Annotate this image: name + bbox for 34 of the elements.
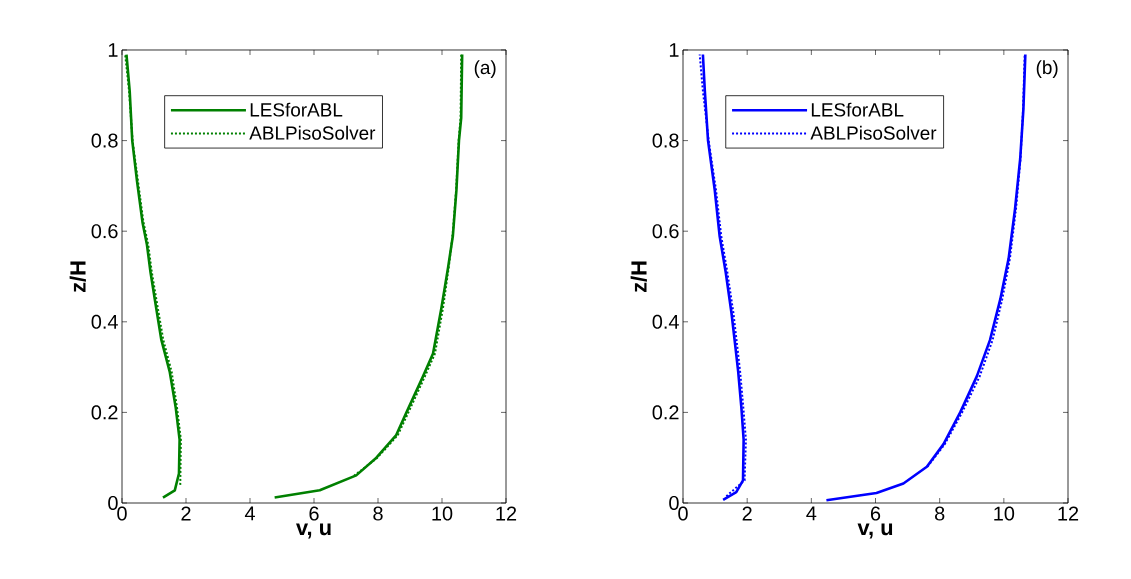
legend-label: ABLPisoSolver [810, 125, 937, 140]
legend-label: LESforABL [250, 102, 343, 117]
y-tick-label: 0.2 [91, 405, 118, 420]
x-axis-title: v, u [296, 523, 331, 539]
x-tick-label: 6 [309, 506, 319, 521]
y-axis-title: z/H [630, 261, 647, 293]
legend-label: ABLPisoSolver [249, 125, 376, 140]
y-tick-label: 1 [108, 43, 118, 57]
legend-label: LESforABL [811, 102, 904, 117]
x-tick-label: 4 [806, 506, 817, 521]
y-tick-label: 0 [108, 495, 118, 511]
annotation: (b) [1036, 60, 1058, 78]
y-tick-label: 0.2 [652, 405, 679, 420]
y-tick-label: 0.8 [91, 133, 118, 148]
x-tick-label: 2 [742, 506, 752, 521]
x-tick-label: 12 [496, 506, 517, 521]
y-axis-title: z/H [69, 261, 86, 293]
y-tick-label: 0.4 [91, 314, 118, 329]
x-axis-title: v, u [857, 523, 893, 539]
x-tick-label: 12 [1058, 506, 1079, 521]
y-tick-label: 0.6 [91, 224, 118, 239]
x-tick-label: 10 [432, 506, 453, 521]
y-tick-label: 1 [669, 43, 679, 57]
x-tick-label: 8 [935, 506, 945, 521]
y-tick-label: 0.8 [652, 133, 679, 148]
x-tick-label: 8 [373, 506, 383, 521]
x-tick-label: 10 [994, 506, 1015, 521]
x-tick-label: 2 [181, 506, 191, 521]
annotation: (a) [474, 60, 496, 78]
x-tick-label: 6 [870, 506, 881, 521]
x-tick-label: 4 [244, 506, 255, 521]
y-tick-label: 0 [669, 495, 679, 511]
y-tick-label: 0.4 [652, 314, 679, 329]
y-tick-label: 0.6 [652, 224, 679, 239]
